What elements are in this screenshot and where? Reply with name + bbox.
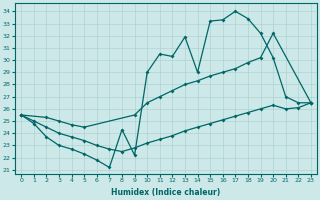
X-axis label: Humidex (Indice chaleur): Humidex (Indice chaleur) — [111, 188, 221, 197]
